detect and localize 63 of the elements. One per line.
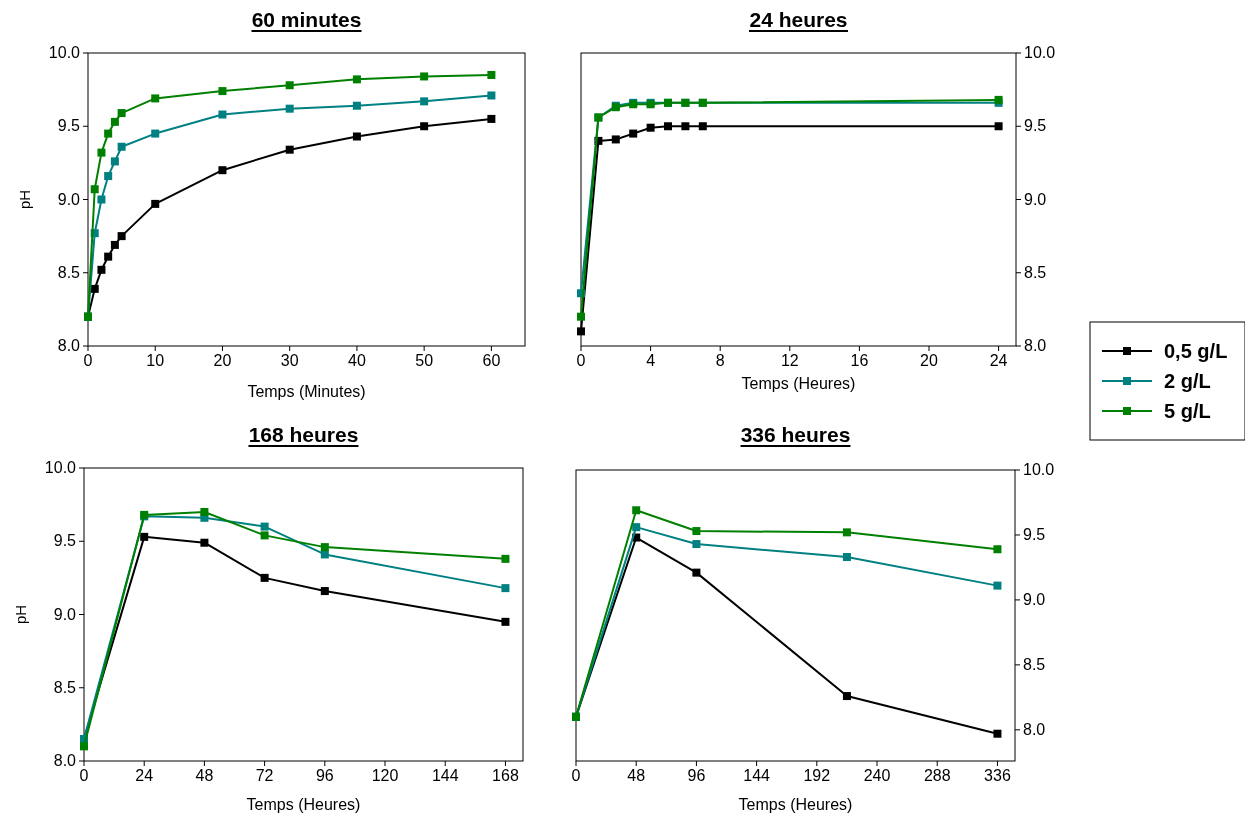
x-tick-label: 40 — [348, 352, 366, 369]
x-tick-label: 144 — [743, 767, 771, 784]
y2-tick-label: 8.5 — [1023, 655, 1046, 673]
y2-tick-label: 8.0 — [1023, 720, 1046, 738]
y-tick-label: 8.5 — [53, 678, 77, 696]
y2-tick-label: 10.0 — [1024, 44, 1056, 61]
x-axis-title: Temps (Heures) — [246, 796, 361, 813]
x-tick-label: 192 — [803, 767, 831, 784]
x-tick-label: 16 — [850, 352, 869, 369]
x-axis-title: Temps (Minutes) — [247, 383, 366, 400]
x-tick-label: 24 — [135, 767, 154, 784]
x-tick-label: 0 — [576, 352, 586, 369]
chart-title: 168 heures — [248, 423, 359, 446]
chart-title: 336 heures — [740, 423, 851, 446]
x-tick-label: 24 — [989, 352, 1008, 369]
legend-label: 5 g/L — [1164, 400, 1211, 422]
y-tick-label: 9.5 — [57, 117, 81, 135]
x-tick-label: 12 — [780, 352, 799, 369]
x-tick-label: 30 — [280, 352, 299, 369]
x-axis-title: Temps (Heures) — [738, 796, 853, 813]
y-tick-label: 10.0 — [44, 459, 77, 476]
x-tick-label: 240 — [863, 767, 891, 784]
x-tick-label: 144 — [431, 767, 459, 784]
y-tick-label: 8.5 — [57, 263, 81, 281]
x-tick-label: 8 — [715, 352, 725, 369]
y2-tick-label: 8.0 — [1024, 337, 1047, 354]
x-tick-label: 72 — [255, 767, 274, 784]
chart-title: 60 minutes — [251, 8, 362, 31]
chart-title: 24 heures — [749, 8, 848, 31]
x-tick-label: 48 — [627, 767, 646, 784]
x-tick-label: 20 — [920, 352, 938, 369]
legend-label: 2 g/L — [1164, 370, 1211, 392]
legend-label: 0,5 g/L — [1164, 340, 1228, 362]
x-tick-label: 10 — [146, 352, 165, 369]
x-tick-label: 50 — [415, 352, 434, 369]
y-tick-label: 8.0 — [53, 752, 77, 769]
y-tick-label: 8.0 — [57, 337, 81, 354]
x-tick-label: 168 — [492, 767, 519, 784]
y-axis-title: pH — [12, 604, 29, 625]
x-tick-label: 4 — [646, 352, 656, 369]
x-tick-label: 120 — [371, 767, 399, 784]
y-tick-label: 9.0 — [53, 605, 77, 623]
y2-tick-label: 8.5 — [1024, 263, 1047, 281]
x-tick-label: 20 — [213, 352, 232, 369]
x-tick-label: 0 — [571, 767, 581, 784]
y-tick-label: 9.0 — [57, 190, 81, 208]
x-tick-label: 0 — [79, 767, 89, 784]
x-tick-label: 96 — [315, 767, 334, 784]
x-tick-label: 60 — [482, 352, 501, 369]
y2-tick-label: 9.5 — [1023, 525, 1046, 543]
y2-tick-label: 9.5 — [1024, 117, 1047, 135]
y-tick-label: 10.0 — [48, 44, 81, 61]
x-tick-label: 288 — [923, 767, 951, 784]
y2-tick-label: 9.0 — [1024, 190, 1047, 208]
x-axis-title: Temps (Heures) — [741, 375, 856, 392]
y-tick-label: 9.5 — [53, 532, 77, 550]
y2-tick-label: 10.0 — [1023, 461, 1055, 478]
x-tick-label: 96 — [687, 767, 706, 784]
x-tick-label: 48 — [195, 767, 214, 784]
y-axis-title: pH — [16, 189, 33, 210]
x-tick-label: 0 — [83, 352, 93, 369]
y2-tick-label: 9.0 — [1023, 590, 1046, 608]
x-tick-label: 336 — [984, 767, 1011, 784]
